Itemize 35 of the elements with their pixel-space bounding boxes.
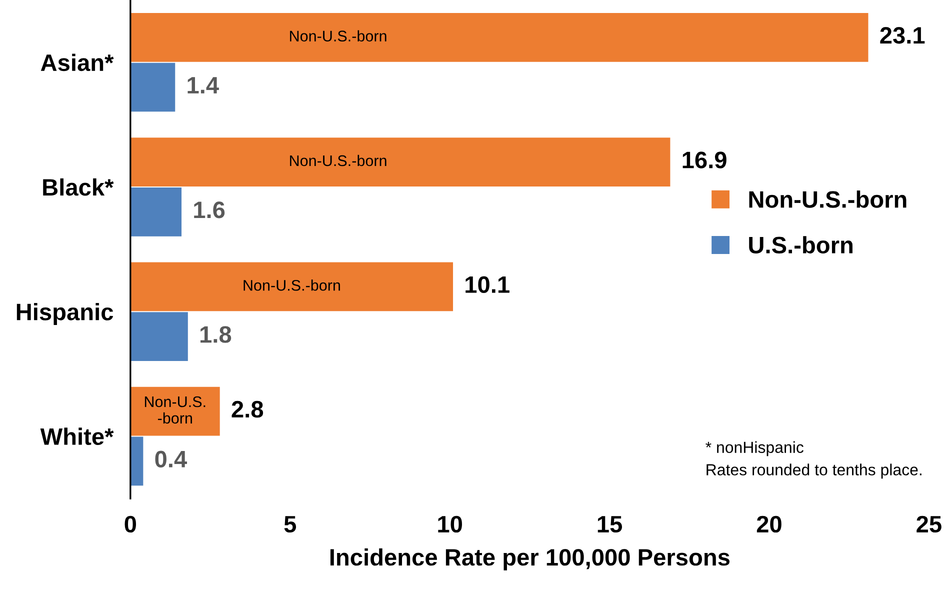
x-tick-label: 25 (916, 516, 942, 533)
data-label: 1.8 (200, 326, 232, 343)
data-label: 10.1 (466, 276, 510, 294)
y-tick-label: Black* (43, 178, 114, 196)
annotation: Non-U.S.-born (290, 30, 386, 42)
data-label: 1.4 (188, 77, 219, 94)
x-tick-label: 20 (756, 516, 782, 533)
annotation: Rates rounded to tenths place. (706, 464, 922, 479)
data-label: 2.8 (232, 400, 264, 418)
bar (130, 312, 188, 361)
y-tick-label: Hispanic (16, 303, 114, 326)
bar (130, 262, 454, 312)
annotation: Non-U.S.-born (144, 396, 206, 424)
x-axis-title: Incidence Rate per 100,000 Persons (330, 548, 730, 570)
legend-label: U.S.-born (749, 236, 852, 254)
bar (130, 187, 182, 236)
data-label: 23.1 (880, 27, 925, 44)
annotation: * nonHispanic (706, 441, 804, 456)
bar (130, 138, 670, 186)
annotation: Non-U.S.-born (290, 154, 386, 166)
bar (130, 436, 144, 486)
y-tick-label: Asian* (40, 54, 114, 72)
y-tick-label: White* (40, 428, 114, 446)
data-label: 0.4 (155, 450, 187, 468)
x-tick-label: 0 (124, 516, 136, 533)
bar (130, 386, 220, 436)
bar (130, 12, 868, 62)
bar (130, 62, 176, 112)
data-label: 16.9 (682, 152, 726, 168)
x-tick-label: 5 (284, 516, 296, 533)
annotation: Non-U.S.-born (244, 280, 340, 291)
x-tick-label: 15 (598, 516, 622, 533)
data-label: 1.6 (194, 202, 225, 218)
legend-label: Non-U.S.-born (749, 190, 906, 208)
x-tick-label: 10 (438, 516, 462, 533)
